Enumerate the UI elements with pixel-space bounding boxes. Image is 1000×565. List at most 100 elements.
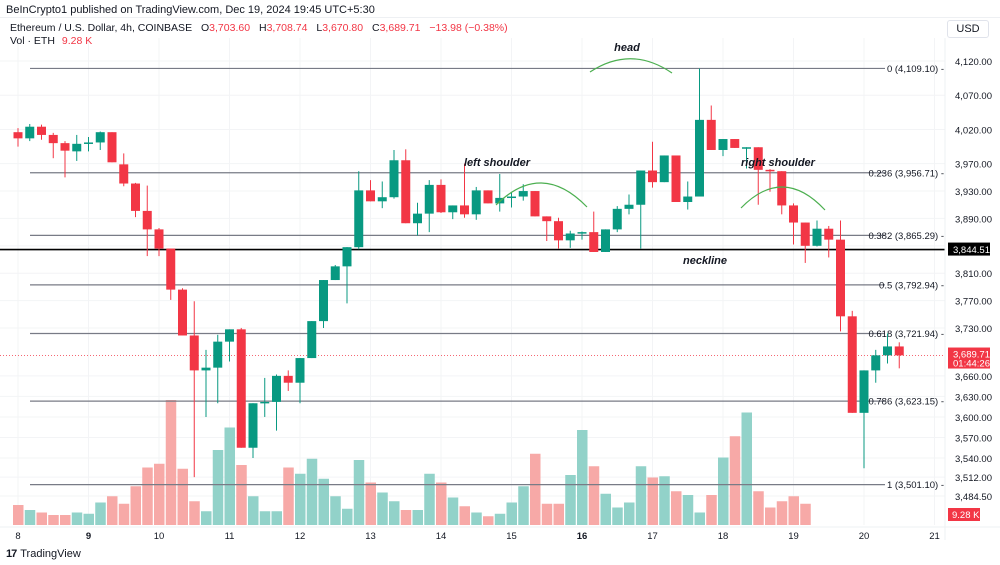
candle-body[interactable] <box>213 341 223 368</box>
candle-body[interactable] <box>718 139 728 150</box>
pattern-arc[interactable] <box>589 58 673 74</box>
candle-body[interactable] <box>225 329 234 342</box>
candle-body[interactable] <box>565 233 575 241</box>
candle-body[interactable] <box>389 160 399 198</box>
candle-body[interactable] <box>154 229 164 249</box>
candle-body[interactable] <box>72 143 82 152</box>
candle-body[interactable] <box>342 247 352 267</box>
volume-bar <box>447 497 459 525</box>
candle-body[interactable] <box>142 210 152 230</box>
candle-body[interactable] <box>659 155 669 183</box>
candle-body[interactable] <box>377 197 387 202</box>
volume-bar <box>506 502 517 525</box>
change-value: −13.98 (−0.38%) <box>429 22 508 34</box>
candle-body[interactable] <box>13 132 23 139</box>
svg-text:9.28 K: 9.28 K <box>952 510 980 521</box>
annotation-head[interactable]: head <box>614 42 640 54</box>
candle-body[interactable] <box>836 239 845 317</box>
candle-body[interactable] <box>530 191 540 217</box>
candle-body[interactable] <box>601 229 610 252</box>
candle-body[interactable] <box>95 132 105 143</box>
candle-body[interactable] <box>107 132 117 163</box>
volume-bar <box>107 496 118 525</box>
candle-body[interactable] <box>648 170 657 183</box>
price-axis-tick: 3,970.00 <box>955 160 992 171</box>
volume-badge <box>948 508 980 521</box>
time-axis-tick: 15 <box>506 531 517 542</box>
candle-body[interactable] <box>460 205 469 215</box>
candle-body[interactable] <box>507 196 516 199</box>
candle-body[interactable] <box>354 190 364 248</box>
candle-body[interactable] <box>883 346 892 356</box>
candle-body[interactable] <box>236 329 246 448</box>
candle-body[interactable] <box>847 316 857 413</box>
candle-body[interactable] <box>789 205 798 223</box>
volume-bar <box>753 491 764 525</box>
candle-body[interactable] <box>871 355 881 371</box>
pattern-arc[interactable] <box>495 182 588 208</box>
candle-body[interactable] <box>37 126 46 135</box>
candle-body[interactable] <box>612 208 622 230</box>
candle-body[interactable] <box>518 191 528 197</box>
symbol-title[interactable]: Ethereum / U.S. Dollar, 4h, COINBASE <box>10 22 193 34</box>
candle-body[interactable] <box>542 216 552 222</box>
candle-body[interactable] <box>742 147 751 149</box>
candle-body[interactable] <box>436 184 446 213</box>
candle-body[interactable] <box>554 221 563 241</box>
candle-body[interactable] <box>25 126 35 139</box>
candle-body[interactable] <box>260 401 270 404</box>
chart-frame <box>0 17 1000 541</box>
candle-body[interactable] <box>859 370 869 413</box>
candle-body[interactable] <box>824 228 834 240</box>
candle-body[interactable] <box>730 139 740 148</box>
volume-bar <box>800 503 811 525</box>
candle-body[interactable] <box>800 222 810 246</box>
volume-bar <box>541 503 553 525</box>
pattern-arc[interactable] <box>740 186 826 211</box>
candle-body[interactable] <box>307 321 317 359</box>
candle-body[interactable] <box>60 143 70 151</box>
candle-body[interactable] <box>201 367 211 371</box>
candle-body[interactable] <box>471 190 481 215</box>
candle-body[interactable] <box>366 190 375 202</box>
candle-body[interactable] <box>577 232 587 234</box>
candle-body[interactable] <box>401 160 411 224</box>
candle-body[interactable] <box>319 280 328 322</box>
candle-body[interactable] <box>189 335 199 371</box>
candle-body[interactable] <box>695 119 704 197</box>
currency-button[interactable]: USD <box>947 20 989 38</box>
candle-body[interactable] <box>812 228 822 246</box>
candle-body[interactable] <box>248 403 258 448</box>
candle-body[interactable] <box>119 164 129 184</box>
candle-body[interactable] <box>765 169 775 172</box>
candle-body[interactable] <box>295 358 305 383</box>
candle-body[interactable] <box>413 213 422 224</box>
candle-body[interactable] <box>636 170 646 205</box>
candle-body[interactable] <box>448 205 458 213</box>
candle-body[interactable] <box>483 190 493 204</box>
candle-body[interactable] <box>330 266 340 281</box>
candle-body[interactable] <box>495 197 505 204</box>
candle-body[interactable] <box>131 183 140 211</box>
candle-body[interactable] <box>272 375 281 402</box>
candle-body[interactable] <box>683 196 693 203</box>
candle-body[interactable] <box>894 346 904 356</box>
annotation-right-shoulder[interactable]: right shoulder <box>741 157 816 169</box>
candle-body[interactable] <box>178 289 187 336</box>
price-axis-tick: 3,890.00 <box>955 214 992 225</box>
volume-label[interactable]: Vol · ETH <box>10 35 55 47</box>
candle-body[interactable] <box>671 155 681 203</box>
candle-body[interactable] <box>753 147 763 170</box>
candle-body[interactable] <box>589 232 599 252</box>
candle-body[interactable] <box>624 204 634 209</box>
candle-body[interactable] <box>424 184 434 214</box>
annotation-left-shoulder[interactable]: left shoulder <box>464 157 531 169</box>
candle-body[interactable] <box>84 142 93 144</box>
candle-body[interactable] <box>777 171 787 206</box>
candle-body[interactable] <box>166 248 176 290</box>
candle-body[interactable] <box>48 134 58 144</box>
candle-body[interactable] <box>283 375 293 383</box>
annotation-neckline[interactable]: neckline <box>683 255 727 267</box>
candle-body[interactable] <box>706 119 716 150</box>
